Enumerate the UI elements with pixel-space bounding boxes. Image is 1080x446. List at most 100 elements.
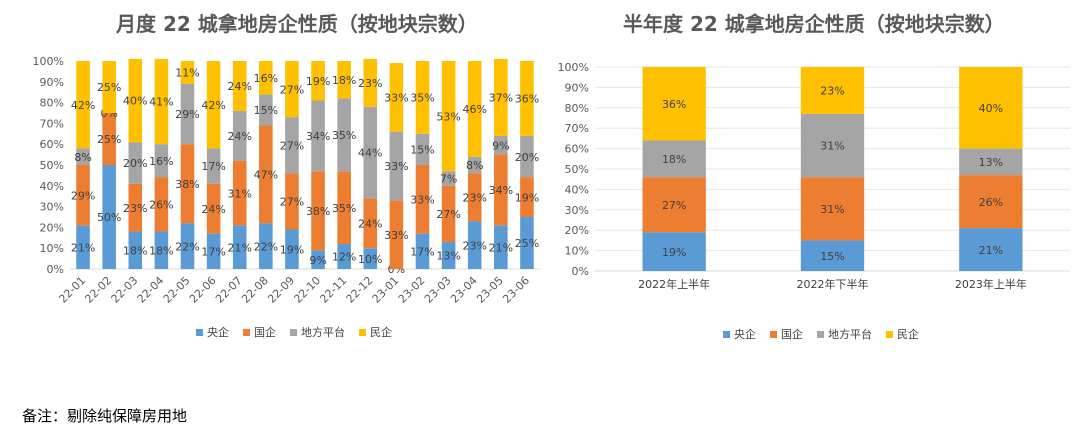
data-label-state: 19% — [515, 191, 539, 204]
bar-segment-central — [102, 165, 116, 269]
data-label-local: 27% — [280, 139, 304, 152]
data-label-state: 26% — [149, 199, 173, 212]
bar-segment-private — [311, 61, 325, 101]
bar-segment-central — [363, 248, 378, 269]
bar-segment-local — [337, 98, 351, 172]
data-label-state: 38% — [175, 178, 199, 191]
legend-item-private: 民企 — [359, 324, 392, 340]
data-label-state: 33% — [410, 194, 434, 207]
legend-swatch-state — [770, 330, 777, 338]
bar-segment-central — [337, 244, 351, 269]
bar-segment-state — [467, 173, 482, 222]
bar-segment-local — [467, 156, 482, 174]
bar-segment-central — [415, 233, 430, 269]
bar-segment-local — [363, 106, 378, 199]
data-label-central: 22% — [175, 240, 199, 253]
legend-item-state: 国企 — [770, 326, 803, 342]
halfyear-chart-legend: 央企 国企 地方平台 民企 — [723, 326, 919, 342]
data-label-state: 33% — [384, 229, 408, 242]
bar-segment-local — [389, 131, 404, 201]
bar-segment-private — [180, 61, 195, 84]
x-tick-label: 2022年下半年 — [797, 277, 869, 291]
bar-segment-state — [363, 198, 378, 249]
data-label-state: 27% — [280, 196, 304, 209]
bar-segment-central — [154, 231, 169, 269]
bar-segment-state — [520, 177, 534, 217]
bar-segment-central — [520, 217, 534, 269]
bar-segment-private — [154, 58, 169, 145]
data-label-central: 10% — [358, 253, 382, 266]
data-label-private: 23% — [820, 85, 844, 98]
bar-segment-central — [800, 240, 865, 271]
data-label-local: 35% — [332, 129, 356, 142]
data-label-local: 44% — [358, 147, 382, 160]
bar-segment-private — [520, 61, 534, 136]
bar-segment-local — [285, 117, 299, 174]
data-label-central: 12% — [332, 251, 356, 264]
bar-segment-state — [76, 165, 90, 226]
data-label-local: 34% — [306, 130, 330, 143]
data-label-private: 37% — [489, 92, 513, 105]
data-label-state: 24% — [358, 217, 382, 230]
bar-segment-private — [959, 67, 1023, 149]
bar-segment-state — [285, 173, 299, 230]
monthly-chart-legend: 央企 国企 地方平台 民企 — [196, 324, 392, 340]
bar-segment-private — [259, 61, 273, 95]
x-tick-label: 23-02 — [396, 274, 428, 306]
bar-segment-central — [206, 233, 221, 269]
data-label-local: 9% — [492, 139, 509, 152]
y-tick-label: 20% — [565, 224, 589, 237]
bar-segment-state — [128, 183, 143, 232]
data-label-local: 16% — [149, 155, 173, 168]
data-label-local: 7% — [440, 173, 457, 186]
data-label-private: 41% — [149, 96, 173, 109]
x-tick-label: 22-02 — [82, 274, 114, 306]
legend-swatch-central — [723, 330, 730, 338]
bar-segment-state — [494, 154, 508, 226]
bar-segment-local — [441, 171, 456, 186]
x-tick-label: 23-05 — [474, 274, 506, 306]
x-tick-label: 22-09 — [265, 274, 297, 306]
legend-item-central: 央企 — [723, 326, 756, 342]
bar-segment-local — [76, 148, 90, 165]
halfyear-chart-title: 半年度 22 城拿地房企性质（按地块宗数） — [623, 12, 1005, 36]
data-label-private: 19% — [306, 75, 330, 88]
x-tick-label: 22-08 — [239, 274, 271, 306]
x-tick-label: 23-03 — [422, 274, 454, 306]
data-label-private: 25% — [97, 81, 121, 94]
legend-label-local: 地方平台 — [828, 328, 872, 341]
data-label-local: 31% — [820, 140, 844, 153]
bar-segment-private — [102, 61, 116, 113]
bar-segment-state — [259, 125, 273, 224]
bar-segment-local — [494, 135, 508, 155]
legend-item-central: 央企 — [196, 324, 229, 340]
legend-item-local: 地方平台 — [290, 324, 345, 340]
data-label-central: 15% — [820, 250, 844, 263]
data-label-local: 8% — [466, 159, 483, 172]
data-label-private: 35% — [410, 92, 434, 105]
data-label-local: 20% — [515, 151, 539, 164]
bar-segment-local — [232, 110, 247, 161]
data-label-central: 21% — [71, 241, 95, 254]
bar-segment-private — [642, 67, 706, 141]
legend-swatch-central — [196, 328, 203, 336]
data-label-private: 53% — [436, 110, 460, 123]
legend-item-private: 民企 — [886, 326, 919, 342]
data-label-state: 34% — [489, 184, 513, 197]
data-label-local: 20% — [123, 157, 147, 170]
data-label-central: 50% — [97, 211, 121, 224]
legend-swatch-private — [359, 328, 366, 336]
bar-segment-central — [467, 221, 482, 269]
data-label-private: 27% — [280, 83, 304, 96]
x-tick-label: 23-04 — [448, 274, 480, 306]
y-tick-label: 70% — [40, 117, 64, 130]
bar-segment-state — [337, 171, 351, 245]
data-label-central: 17% — [201, 246, 225, 259]
data-label-private: 11% — [175, 67, 199, 80]
bar-segment-central — [285, 229, 299, 269]
monthly-chart-panel: 月度 22 城拿地房企性质（按地块宗数） 0% 10% 20% 30% 40% 50% 60… — [0, 0, 545, 400]
data-label-private: 46% — [462, 103, 486, 116]
bar-segment-state — [800, 177, 865, 241]
data-label-central: 21% — [227, 241, 251, 254]
data-label-private: 24% — [227, 80, 251, 93]
